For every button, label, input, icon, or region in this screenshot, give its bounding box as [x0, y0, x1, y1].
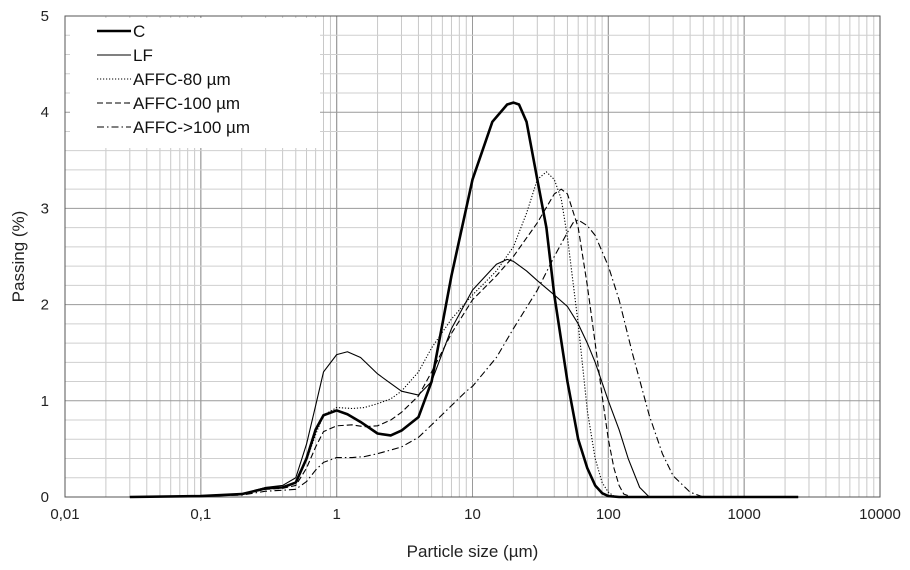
series-line-1 — [129, 258, 799, 498]
legend: C LF AFFC-80 µm AFFC-100 µm AFFC->100 µm — [70, 18, 320, 148]
y-tick-label: 4 — [41, 104, 49, 121]
x-axis-title: Particle size (µm) — [407, 542, 539, 561]
y-tick-label: 0 — [41, 489, 49, 506]
series-line-2 — [129, 171, 620, 498]
y-tick-label: 5 — [41, 8, 49, 25]
series-line-3 — [129, 188, 633, 498]
y-tick-label: 2 — [41, 297, 49, 314]
series-line-0 — [129, 101, 799, 499]
x-tick-label: 0,1 — [190, 506, 211, 523]
y-tick-label: 1 — [41, 393, 49, 410]
legend-label: AFFC->100 µm — [133, 118, 250, 137]
x-tick-label: 10000 — [859, 506, 901, 523]
legend-label: AFFC-100 µm — [133, 94, 240, 113]
legend-label: AFFC-80 µm — [133, 70, 231, 89]
tick-labels: 0,01 0,1 1 10 100 1000 10000 0 1 2 3 4 5 — [41, 8, 901, 523]
legend-background — [70, 18, 320, 148]
legend-label: C — [133, 22, 145, 41]
x-tick-label: 10 — [464, 506, 481, 523]
y-axis-title: Passing (%) — [9, 211, 28, 303]
x-tick-label: 1 — [332, 506, 340, 523]
plot-area-frame — [64, 15, 881, 498]
x-tick-label: 1000 — [727, 506, 760, 523]
x-tick-label: 100 — [596, 506, 621, 523]
x-tick-label: 0,01 — [50, 506, 79, 523]
legend-label: LF — [133, 46, 153, 65]
series-lines — [129, 101, 799, 499]
y-tick-label: 3 — [41, 200, 49, 217]
series-line-4 — [129, 219, 704, 498]
